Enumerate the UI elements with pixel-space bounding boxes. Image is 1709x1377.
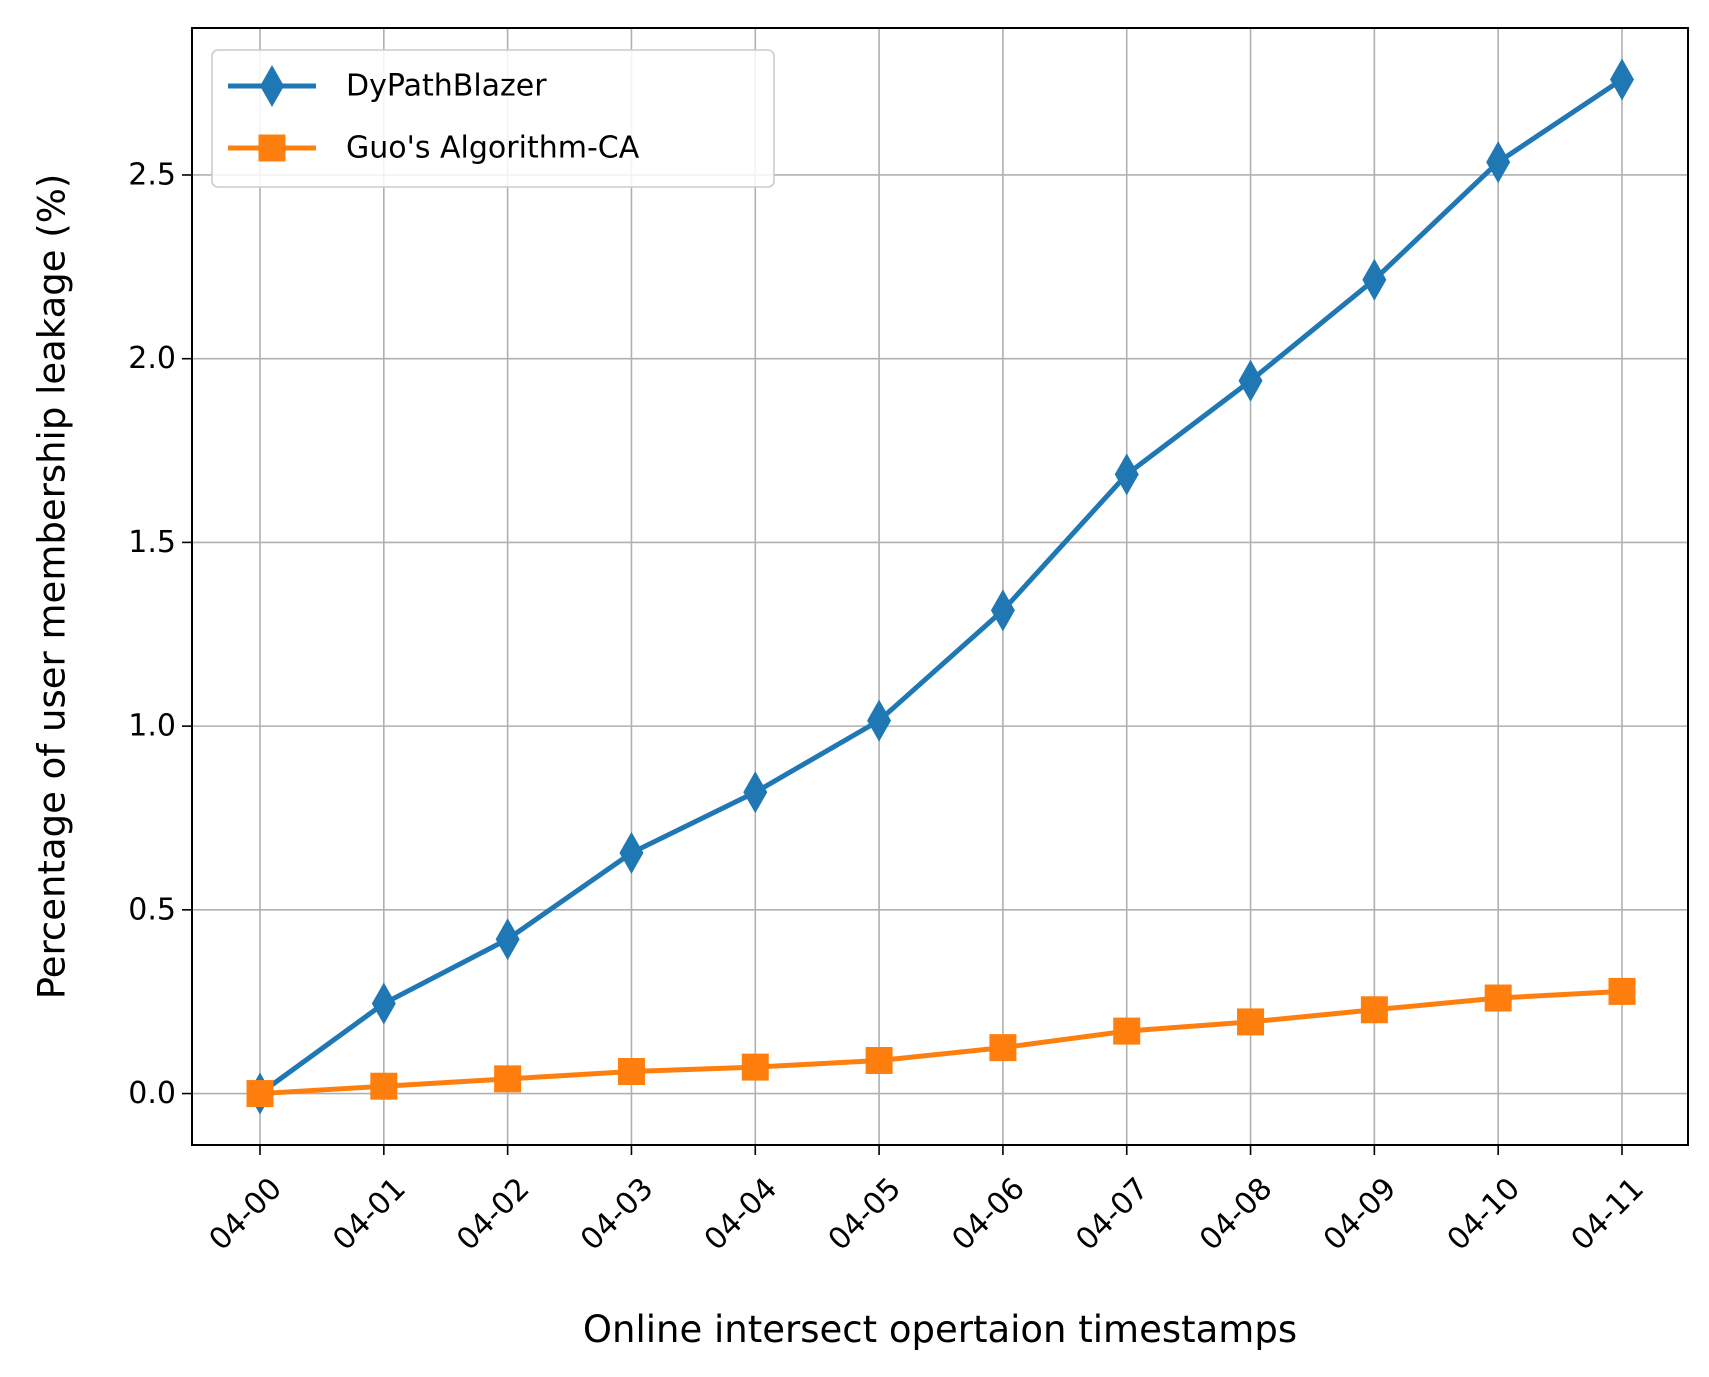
y-tick-label: 0.5 xyxy=(128,892,176,927)
y-tick-label: 2.5 xyxy=(128,157,176,192)
y-tick-label: 0.0 xyxy=(128,1076,176,1111)
data-point xyxy=(1113,1017,1141,1045)
data-point xyxy=(371,982,396,1025)
data-point xyxy=(1608,977,1636,1005)
legend-label: Guo's Algorithm-CA xyxy=(346,131,640,166)
data-point xyxy=(1238,359,1263,402)
data-point xyxy=(990,589,1015,632)
data-point xyxy=(619,831,644,874)
series-line xyxy=(258,77,1624,1096)
y-axis-title: Percentage of user membership leakage (%… xyxy=(31,174,74,1000)
series-line xyxy=(259,988,1623,1097)
legend-entry: DyPathBlazer xyxy=(228,65,547,107)
data-point xyxy=(865,1046,893,1074)
y-tick-label: 2.0 xyxy=(128,341,176,376)
y-tick-label: 1.5 xyxy=(128,525,176,560)
data-point xyxy=(867,699,892,742)
data-point xyxy=(495,918,520,961)
data-point xyxy=(617,1058,645,1086)
data-point xyxy=(1237,1008,1265,1036)
legend-entry: Guo's Algorithm-CA xyxy=(228,131,640,166)
x-axis-title: Online intersect opertaion timestamps xyxy=(583,1308,1297,1351)
legend: DyPathBlazer Guo's Algorithm-CA xyxy=(211,49,775,188)
data-point xyxy=(1484,984,1512,1012)
data-point xyxy=(494,1065,522,1093)
legend-box xyxy=(211,49,775,188)
data-point xyxy=(1610,58,1634,101)
data-point xyxy=(1362,258,1387,301)
data-point xyxy=(1486,141,1511,184)
data-point xyxy=(370,1072,398,1100)
y-tick-label: 1.0 xyxy=(128,709,176,744)
data-point xyxy=(743,771,768,814)
data-point xyxy=(246,1080,274,1108)
legend-label: DyPathBlazer xyxy=(346,69,547,104)
legend-swatch-marker xyxy=(260,65,284,107)
grid-lines xyxy=(192,28,1688,1145)
series-layer xyxy=(246,58,1636,1115)
series-2 xyxy=(246,977,1636,1108)
data-point xyxy=(989,1034,1017,1062)
data-point xyxy=(1360,996,1388,1024)
data-point xyxy=(1114,453,1139,496)
plot-frame xyxy=(191,27,1689,1146)
data-point xyxy=(741,1053,769,1081)
legend-swatch-marker xyxy=(258,134,286,162)
